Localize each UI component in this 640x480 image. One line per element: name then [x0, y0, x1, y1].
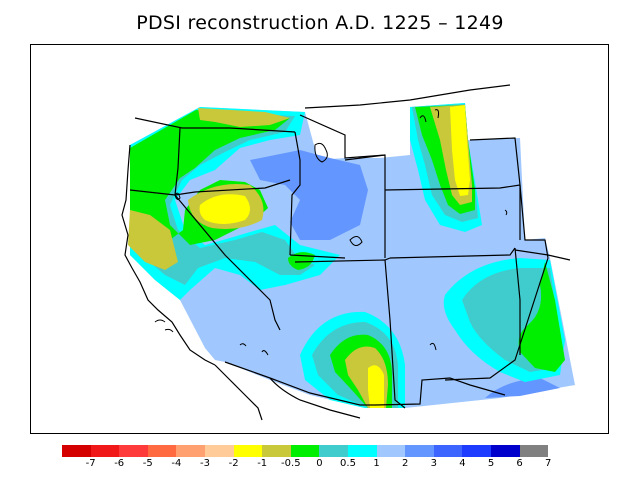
legend-swatch: [262, 445, 291, 457]
lake-baja: [261, 350, 269, 356]
legend-swatch: [462, 445, 491, 457]
legend-swatch: [119, 445, 148, 457]
legend-color-bar: [62, 445, 549, 457]
legend-tick-label: 3: [430, 458, 437, 469]
legend-swatch: [319, 445, 348, 457]
map-title: PDSI reconstruction A.D. 1225 – 1249: [136, 12, 504, 34]
legend-tick-labels: -7 -6 -5 -4 -3 -2 -1 -0.5 0 0.5 1 2 3 4 5 6 7: [0, 458, 640, 474]
legend-swatch: [290, 445, 320, 457]
lake-sd: [504, 209, 508, 216]
legend-swatch: [176, 445, 205, 457]
legend-swatch: [490, 445, 520, 457]
map-lakes: [154, 109, 508, 356]
legend-tick-label: -6: [114, 458, 125, 469]
border-gulf-coast: [269, 377, 361, 419]
pdsi-near-normal-southeast: [518, 262, 565, 372]
legend-swatch: [233, 445, 263, 457]
lake-nm: [429, 342, 437, 351]
border-wy-co: [384, 184, 521, 191]
legend-tick-label: -2: [228, 458, 239, 469]
pdsi-strong-wet-region-3: [485, 378, 560, 398]
pdsi-mild-dry-central-nv: [199, 194, 250, 224]
legend-tick-label: 4: [459, 458, 466, 469]
border-mt-wy: [299, 114, 386, 159]
island-channel-2: [164, 328, 174, 333]
legend-tick-label: 7: [545, 458, 552, 469]
legend-swatch: [347, 445, 377, 457]
border-ks: [514, 247, 521, 355]
legend-tick-label: 6: [516, 458, 523, 469]
border-nm-tx: [444, 257, 549, 381]
legend-tick-label: 2: [402, 458, 409, 469]
border-co-nm: [389, 247, 516, 259]
border-mt-nd: [469, 137, 549, 259]
legend-tick-label: -4: [171, 458, 182, 469]
legend-swatch: [62, 445, 91, 457]
border-wa-or: [134, 117, 296, 133]
island-channel-1: [154, 319, 166, 323]
legend-tick-label: -1: [257, 458, 268, 469]
legend-tick-label: -5: [142, 458, 153, 469]
coastline-baja: [214, 364, 263, 421]
border-az-nm: [384, 259, 406, 409]
pdsi-moderate-dry-idaho: [198, 108, 290, 127]
legend-swatch: [519, 445, 549, 457]
coastline: [121, 144, 216, 366]
legend-tick-label: 5: [487, 458, 495, 469]
border-or-ca-nv: [129, 179, 291, 196]
legend-swatch: [90, 445, 120, 457]
pdsi-mild-dry-montana: [450, 105, 470, 196]
lake-mt-2: [419, 115, 427, 123]
border-nv-ut: [289, 254, 346, 259]
legend-swatch: [147, 445, 177, 457]
legend-swatch: [433, 445, 463, 457]
lake-great-salt: [314, 142, 328, 163]
legend-tick-label: 0: [316, 458, 323, 469]
legend-swatch: [204, 445, 234, 457]
lake-powell: [349, 236, 363, 246]
map-frame: [30, 44, 609, 434]
border-id-mt: [289, 131, 301, 256]
pdsi-mild-dry-arizona: [368, 365, 384, 408]
legend-swatch: [405, 445, 434, 457]
border-us-mexico: [224, 361, 506, 406]
lake-az: [239, 343, 247, 347]
legend-swatch: [376, 445, 406, 457]
border-north: [304, 84, 511, 109]
pdsi-moderate-dry-northwest: [128, 210, 178, 270]
lake-mt-1: [434, 109, 440, 119]
legend-tick-label: 0.5: [340, 458, 356, 469]
border-ok: [514, 249, 571, 261]
legend-tick-label: -3: [200, 458, 210, 469]
legend-tick-label: 1: [373, 458, 380, 469]
legend-tick-label: -0.5: [281, 458, 301, 469]
pdsi-strong-wet-region: [250, 150, 368, 240]
map-boundaries: [121, 84, 571, 421]
legend-tick-label: -7: [85, 458, 96, 469]
border-ca-nv: [174, 194, 281, 331]
border-or-id: [174, 127, 181, 196]
lake-tahoe: [174, 192, 181, 200]
